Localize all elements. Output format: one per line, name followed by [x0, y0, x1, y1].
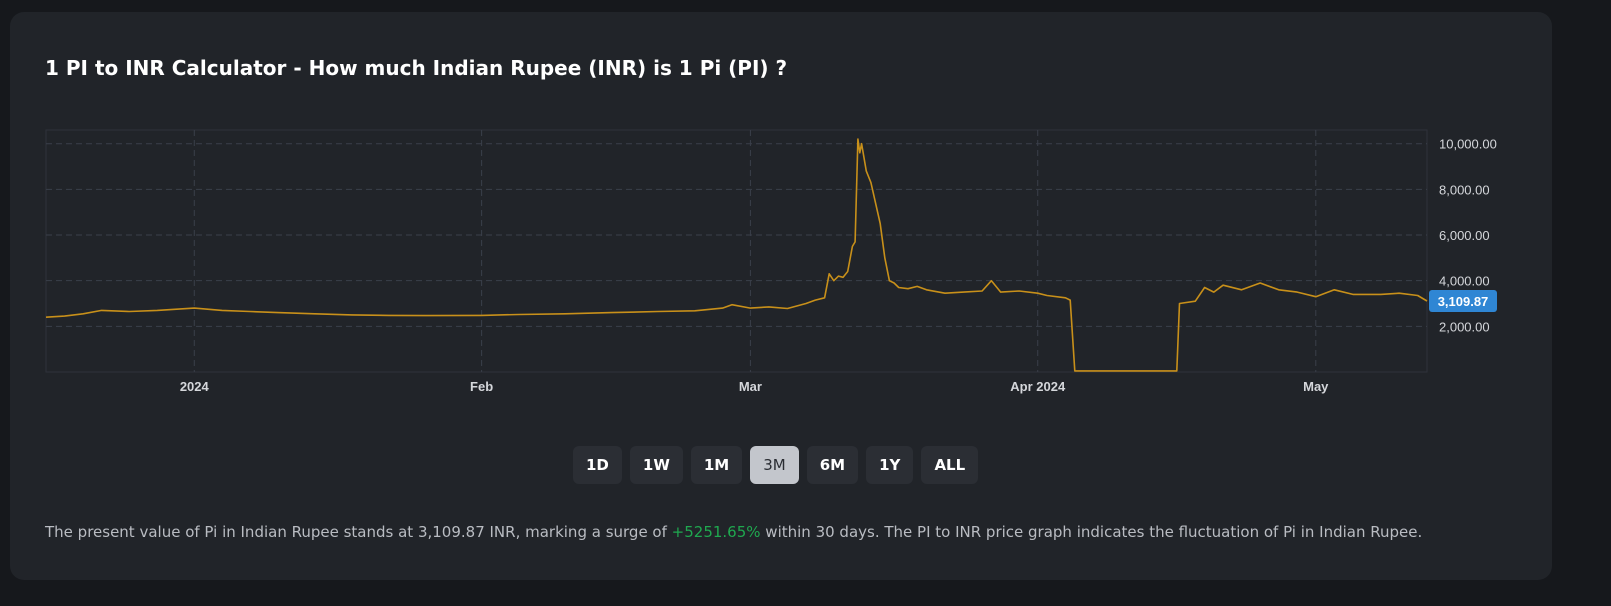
- description-text: The present value of Pi in Indian Rupee …: [45, 523, 672, 541]
- price-card: 1 PI to INR Calculator - How much Indian…: [10, 12, 1552, 580]
- price-description: The present value of Pi in Indian Rupee …: [45, 523, 1422, 541]
- change-percent: +5251.65%: [671, 523, 761, 541]
- y-tick-label: 4,000.00: [1439, 274, 1490, 289]
- range-6m-button[interactable]: 6M: [806, 446, 859, 484]
- range-all-button[interactable]: ALL: [921, 446, 979, 484]
- current-price-badge: [1429, 290, 1497, 313]
- description-text-end: within 30 days. The PI to INR price grap…: [760, 523, 1423, 541]
- range-1y-button[interactable]: 1Y: [866, 446, 914, 484]
- range-1m-button[interactable]: 1M: [690, 446, 743, 484]
- x-tick-label: May: [1303, 379, 1329, 394]
- y-tick-label: 10,000.00: [1439, 137, 1497, 152]
- x-tick-label: Apr 2024: [1010, 379, 1066, 394]
- y-tick-label: 2,000.00: [1439, 319, 1490, 334]
- range-selector: 1D 1W 1M 3M 6M 1Y ALL: [573, 446, 979, 484]
- range-1w-button[interactable]: 1W: [629, 446, 683, 484]
- range-3m-button[interactable]: 3M: [750, 446, 799, 484]
- x-tick-label: 2024: [180, 379, 210, 394]
- page-title: 1 PI to INR Calculator - How much Indian…: [45, 56, 788, 80]
- price-line: [45, 138, 1428, 372]
- y-tick-label: 8,000.00: [1439, 182, 1490, 197]
- plot-frame: [45, 129, 1428, 373]
- range-1d-button[interactable]: 1D: [573, 446, 622, 484]
- current-price-label: 3,109.87: [1438, 294, 1489, 309]
- price-chart[interactable]: 2,000.00 4,000.00 6,000.00 8,000.00 10,000.0…: [10, 12, 1552, 432]
- y-tick-label: 6,000.00: [1439, 228, 1490, 243]
- x-tick-label: Mar: [739, 379, 762, 394]
- x-tick-label: Feb: [470, 379, 493, 394]
